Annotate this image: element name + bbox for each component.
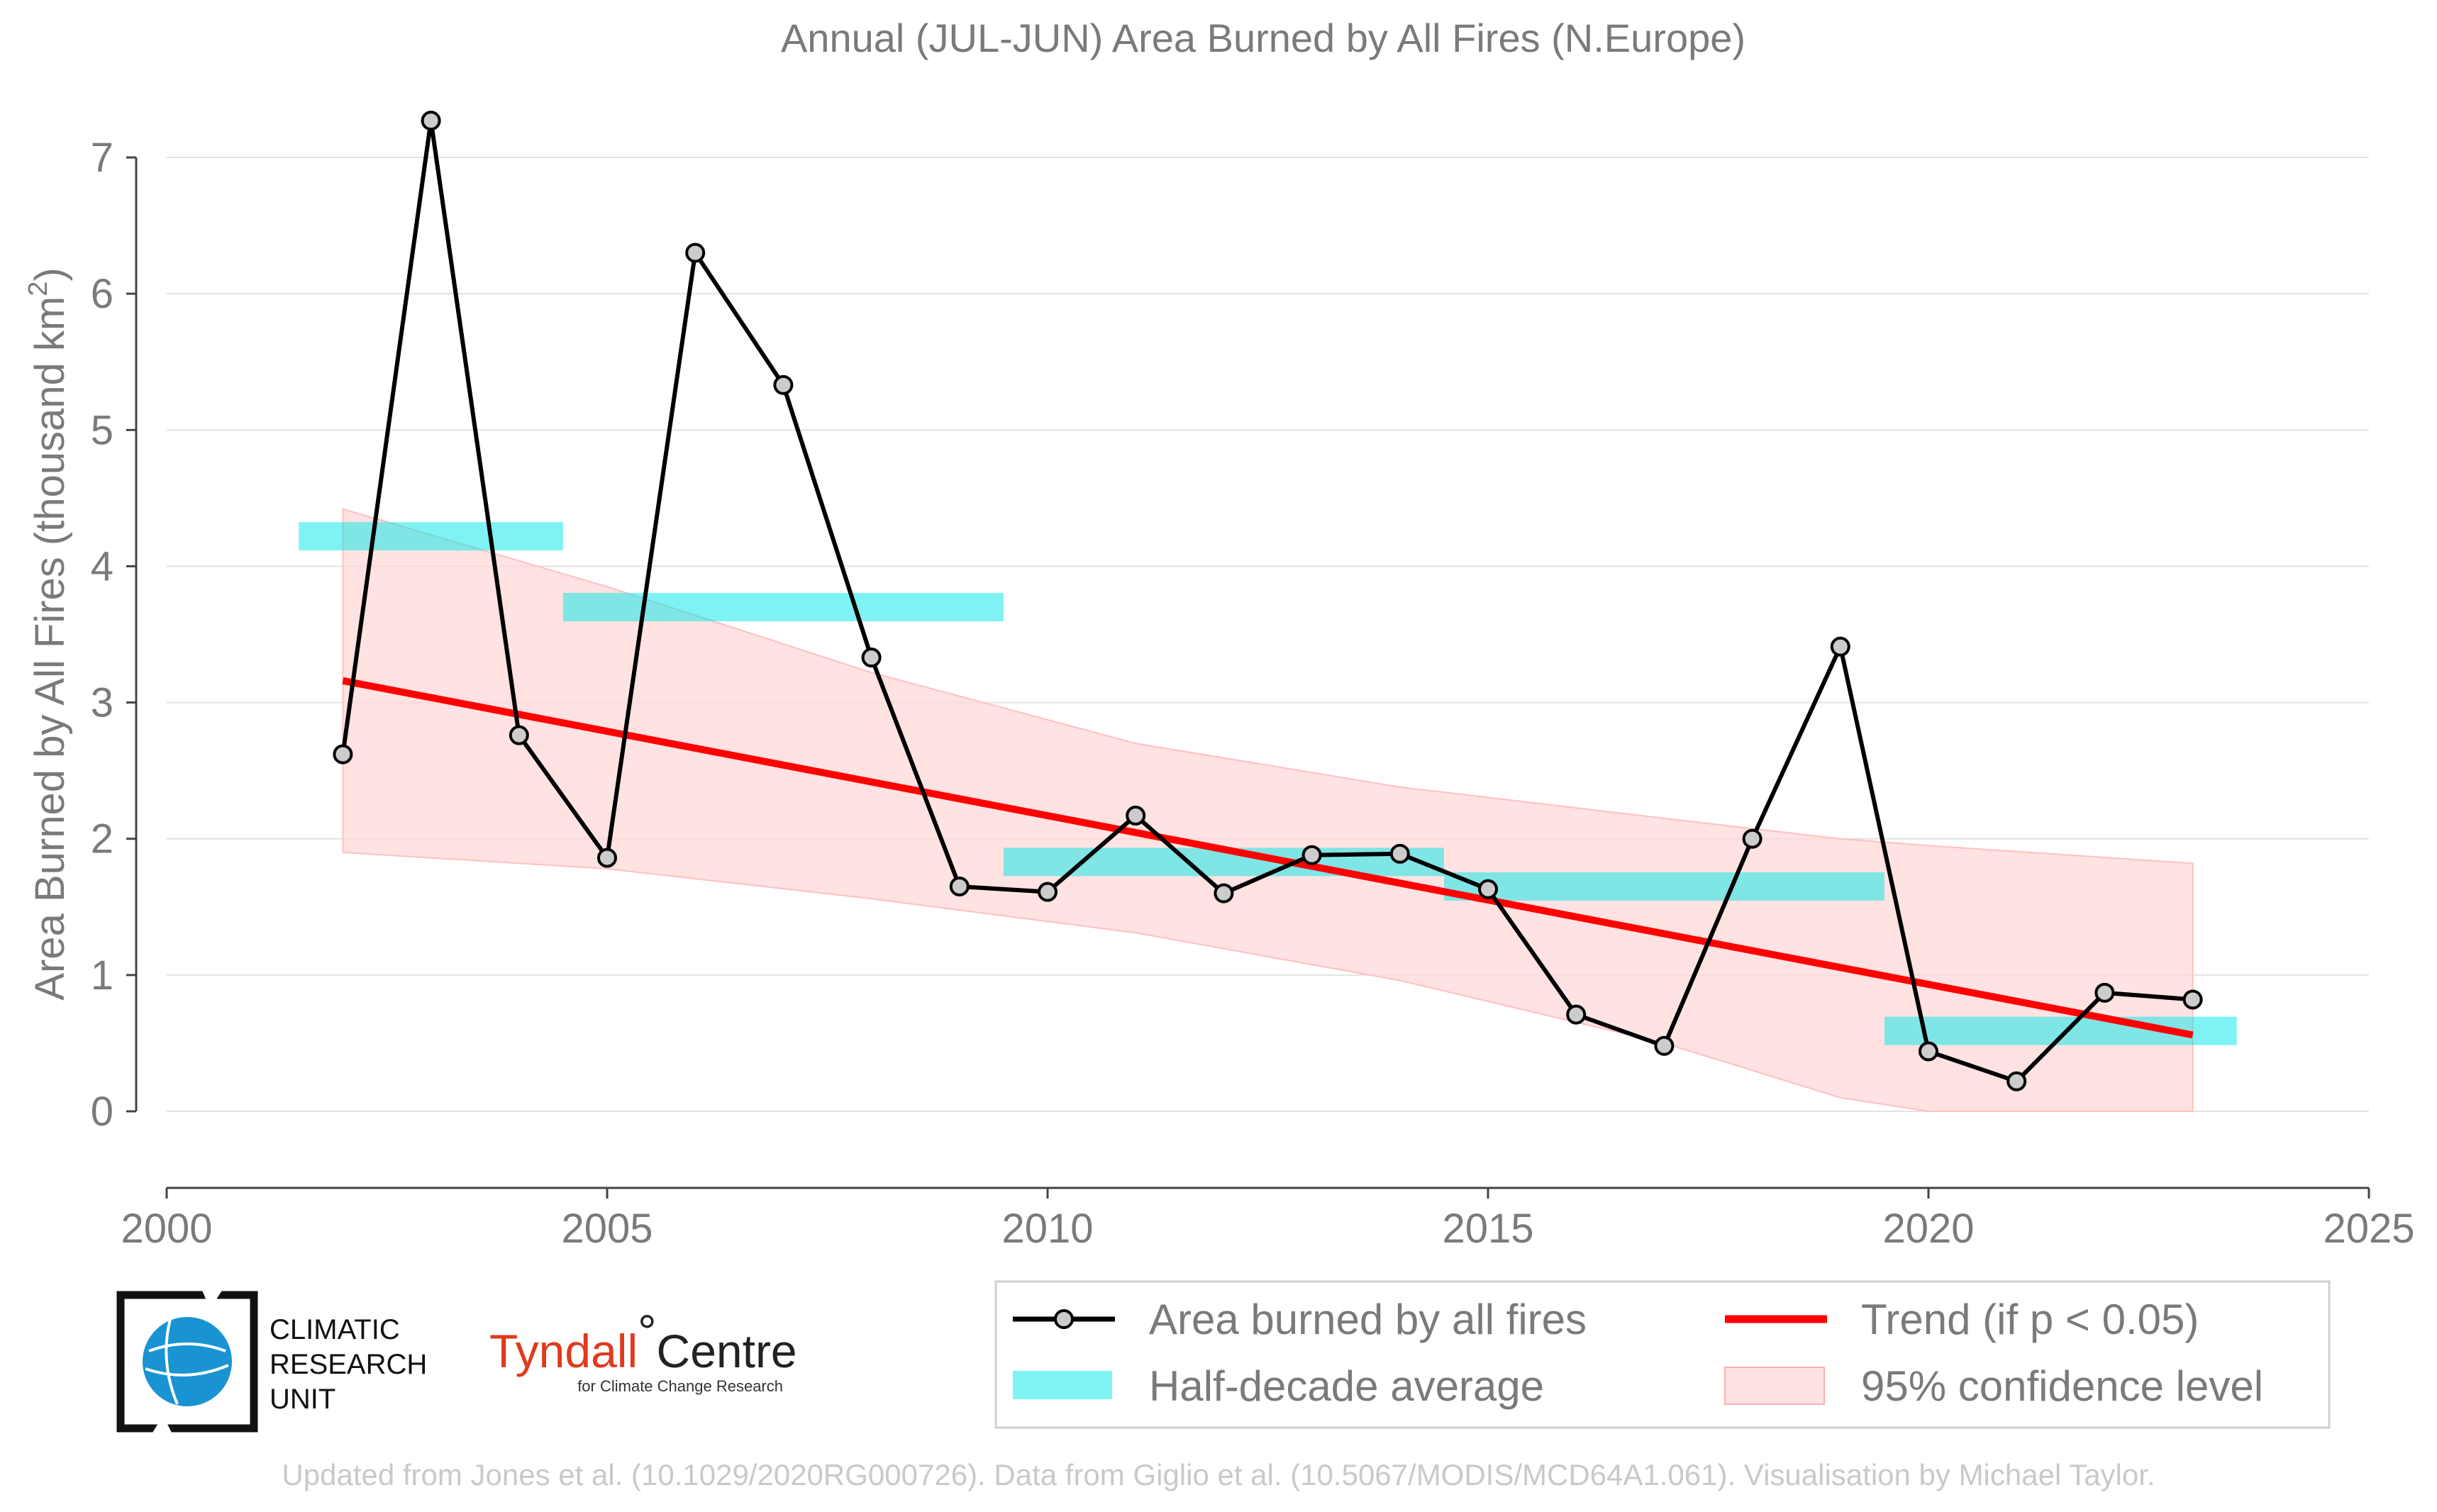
trend-line <box>342 677 2194 1039</box>
legend-box <box>994 1280 2331 1429</box>
data-point <box>1214 883 1234 904</box>
cru-logo-frame <box>116 1291 258 1433</box>
area-burned-series-layer <box>333 111 2203 1091</box>
y-tick-label: 7 <box>91 135 113 181</box>
y-tick-label: 5 <box>91 407 113 453</box>
cru-logo: CLIMATIC RESEARCH UNIT <box>116 1285 427 1438</box>
tyndall-wordmark: Tyndall°Centre <box>489 1305 797 1377</box>
y-tick-label: 1 <box>91 952 113 999</box>
half-decade-bar <box>562 593 1004 622</box>
x-tick-label: 2020 <box>1882 1206 1974 1252</box>
chart-title: Annual (JUL-JUN) Area Burned by All Fire… <box>781 16 1745 60</box>
x-tick-label: 2025 <box>2323 1206 2414 1252</box>
legend-label-average: Half-decade average <box>1149 1362 1544 1410</box>
cru-logo-notch-bottom <box>149 1416 174 1438</box>
data-point <box>861 647 882 668</box>
data-point <box>421 111 441 131</box>
area-burned-line <box>340 118 2193 1084</box>
footer-credit: Updated from Jones et al. (10.1029/2020R… <box>282 1458 2155 1491</box>
x-axis-ticks: 2000 2005 2010 2015 2020 2025 <box>121 1188 2415 1252</box>
y-tick-label: 0 <box>91 1089 113 1135</box>
data-point <box>1830 636 1850 657</box>
data-point <box>333 744 353 765</box>
data-point <box>1919 1041 1938 1062</box>
data-point <box>1742 828 1762 849</box>
cru-logo-notch-top <box>200 1285 226 1309</box>
legend-label-trend: Trend (if p < 0.05) <box>1861 1296 2199 1343</box>
x-tick-label: 2010 <box>1001 1206 1093 1252</box>
legend: Area burned by all fires Trend (if p < 0… <box>994 1280 2331 1429</box>
x-tick-label: 2000 <box>121 1206 212 1252</box>
data-point <box>1478 879 1498 899</box>
data-point <box>949 876 970 896</box>
y-axis-label: Area Burned by All Fires (thousand km2) <box>23 267 73 1000</box>
data-point <box>1126 806 1146 826</box>
data-point <box>2006 1071 2027 1091</box>
legend-swatch-marker <box>1054 1309 1074 1329</box>
data-point <box>1566 1004 1587 1025</box>
legend-swatch-confidence <box>1724 1367 1825 1405</box>
y-tick-label: 3 <box>91 680 113 726</box>
cru-line3: UNIT <box>270 1384 335 1415</box>
y-tick-label: 2 <box>91 816 113 862</box>
data-point <box>773 374 794 395</box>
data-point <box>1301 845 1322 865</box>
confidence-band <box>342 508 2194 1112</box>
data-point <box>1038 882 1057 902</box>
confidence-band-layer <box>342 508 2194 1112</box>
tyndall-logo: Tyndall°Centre for Climate Change Resear… <box>489 1305 797 1395</box>
data-point <box>597 847 617 868</box>
half-decade-bar <box>1443 872 1884 901</box>
data-point <box>509 725 529 745</box>
data-point <box>685 243 706 263</box>
x-tick-label: 2015 <box>1442 1206 1533 1252</box>
data-point <box>2182 989 2203 1010</box>
cru-line1: CLIMATIC <box>270 1314 400 1345</box>
data-point <box>1654 1035 1675 1056</box>
y-tick-label: 6 <box>91 271 113 317</box>
legend-label-series: Area burned by all fires <box>1149 1296 1587 1343</box>
data-point <box>1389 843 1410 864</box>
data-point <box>2094 982 2115 1003</box>
trend-layer <box>342 677 2194 1039</box>
legend-label-confidence: 95% confidence level <box>1861 1362 2263 1410</box>
globe-icon <box>143 1317 232 1406</box>
tyndall-subtitle: for Climate Change Research <box>577 1377 783 1395</box>
cru-line2: RESEARCH <box>270 1349 427 1380</box>
globe-icon-lines <box>145 1318 229 1405</box>
y-tick-label: 4 <box>91 543 113 589</box>
half-decade-bar <box>299 522 563 551</box>
legend-swatch-average <box>1013 1371 1112 1399</box>
y-axis-ticks: 0 1 2 3 4 5 6 7 <box>91 135 136 1135</box>
x-tick-label: 2005 <box>561 1206 653 1252</box>
